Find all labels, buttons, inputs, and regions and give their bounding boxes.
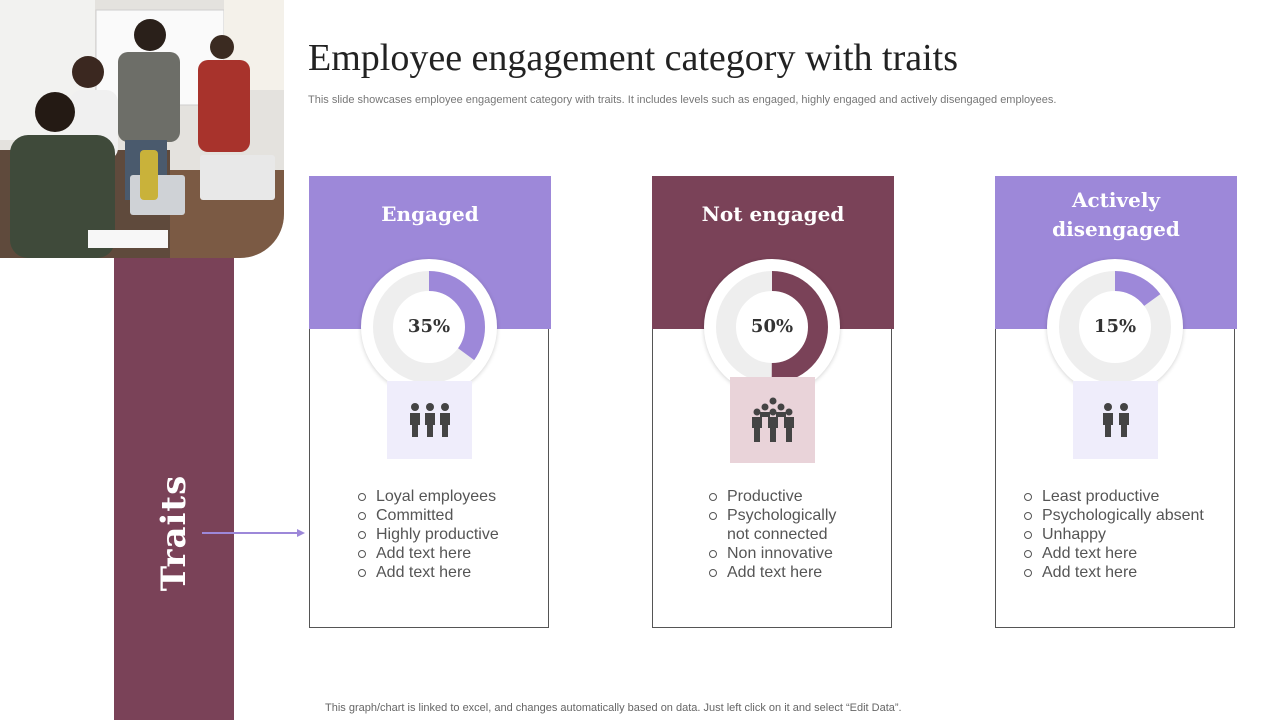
page-title: Employee engagement category with traits [308, 37, 958, 79]
list-item: Psychologically [708, 506, 836, 525]
list-item-continuation: not connected [727, 526, 828, 543]
list-item: Add text here [708, 563, 836, 582]
card-actively-disengaged: Actively disengaged 15% Least productive… [995, 176, 1237, 628]
list-item: Add text here [1023, 544, 1204, 563]
list-item: Add text here [357, 544, 499, 563]
donut-chart: 15% [1047, 259, 1183, 395]
card-title-line1: Actively [1071, 188, 1161, 212]
traits-list: Productive Psychologically not connected… [708, 487, 836, 582]
footer-note: This graph/chart is linked to excel, and… [325, 702, 902, 714]
list-item: Least productive [1023, 487, 1204, 506]
arrow-right-icon [202, 529, 305, 537]
team-photo [0, 0, 284, 258]
traits-sidebar [114, 258, 234, 720]
three-people-icon [387, 381, 472, 459]
traits-list: Least productive Psychologically absent … [1023, 487, 1204, 582]
donut-value-arc [373, 271, 485, 383]
donut-chart: 35% [361, 259, 497, 395]
card-title-line2: disengaged [1052, 217, 1180, 241]
traits-label: Traits [154, 474, 194, 592]
donut-value-arc [716, 271, 828, 383]
card-engaged: Engaged 35% Loyal employees Committed Hi… [309, 176, 551, 628]
percent-label: 50% [750, 316, 794, 337]
card-title: Engaged [381, 202, 479, 226]
list-item: Psychologically absent [1023, 506, 1204, 525]
card-title: Not engaged [701, 202, 845, 226]
list-item: Loyal employees [357, 487, 499, 506]
page-subtitle: This slide showcases employee engagement… [308, 94, 1057, 106]
list-item: Committed [357, 506, 499, 525]
percent-label: 15% [1093, 316, 1137, 337]
list-item: Non innovative [708, 544, 836, 563]
group-people-icon [730, 377, 815, 463]
list-item: Productive [708, 487, 836, 506]
list-item: Add text here [1023, 563, 1204, 582]
card-not-engaged: Not engaged 50% Productive Psychological… [652, 176, 894, 628]
list-item: Add text here [357, 563, 499, 582]
list-item: Highly productive [357, 525, 499, 544]
two-people-icon [1073, 381, 1158, 459]
donut-chart: 50% [704, 259, 840, 395]
percent-label: 35% [407, 316, 451, 337]
list-item: Unhappy [1023, 525, 1204, 544]
traits-list: Loyal employees Committed Highly product… [357, 487, 499, 582]
donut-value-arc [1059, 271, 1171, 383]
